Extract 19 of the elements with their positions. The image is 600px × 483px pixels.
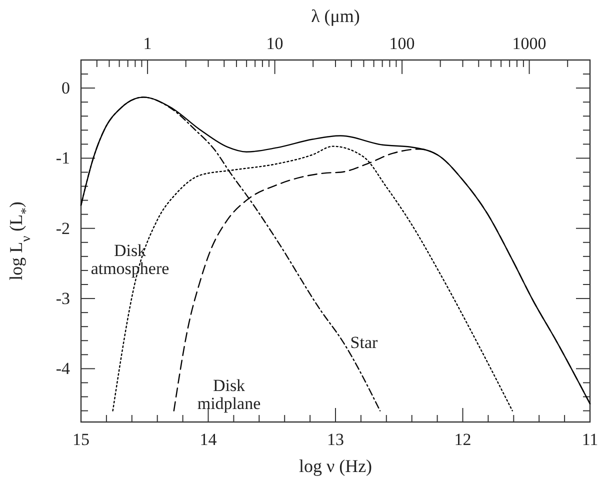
x2-tick-label: 10 <box>266 34 284 53</box>
y-tick-label: -3 <box>56 288 70 308</box>
x2-tick-label: 100 <box>389 34 415 53</box>
y-tick-label: 0 <box>62 78 70 98</box>
x2-tick-label: 1 <box>143 34 152 53</box>
x-axis-title: log ν (Hz) <box>298 456 372 476</box>
x-tick-label: 12 <box>454 430 472 450</box>
series-label: Star <box>350 333 378 352</box>
x-tick-label: 13 <box>327 430 344 450</box>
y-tick-label: -1 <box>56 148 70 168</box>
x2-axis-title: λ (μm) <box>311 6 360 26</box>
y-tick-label: -2 <box>56 218 70 238</box>
x-tick-label: 14 <box>200 430 218 450</box>
y-tick-label: -4 <box>56 359 70 378</box>
series-label: Disk atmosphere <box>90 241 170 278</box>
x-tick-label: 11 <box>582 430 598 450</box>
x2-tick-label: 1000 <box>512 34 546 53</box>
x-tick-label: 15 <box>72 430 90 450</box>
series-label: Disk midplane <box>197 376 261 413</box>
